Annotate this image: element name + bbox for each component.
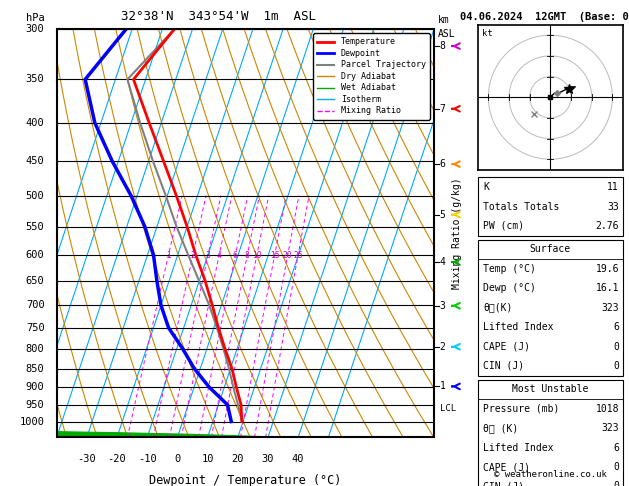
- Text: 450: 450: [26, 156, 45, 166]
- Text: Surface: Surface: [530, 244, 571, 254]
- Text: 350: 350: [26, 74, 45, 85]
- Text: θᴇ (K): θᴇ (K): [483, 423, 518, 433]
- Text: Temp (°C): Temp (°C): [483, 264, 536, 274]
- Text: 7: 7: [440, 104, 445, 114]
- Text: -30: -30: [77, 454, 96, 464]
- Text: -10: -10: [138, 454, 157, 464]
- Text: 40: 40: [292, 454, 304, 464]
- Text: CAPE (J): CAPE (J): [483, 342, 530, 351]
- Text: Most Unstable: Most Unstable: [512, 384, 589, 394]
- Text: Dewpoint / Temperature (°C): Dewpoint / Temperature (°C): [149, 474, 342, 486]
- Text: 4: 4: [440, 257, 445, 267]
- Text: 6: 6: [613, 322, 619, 332]
- Text: 11: 11: [607, 182, 619, 192]
- Text: 600: 600: [26, 250, 45, 260]
- Text: Lifted Index: Lifted Index: [483, 443, 554, 452]
- Text: km: km: [438, 15, 450, 25]
- Text: 650: 650: [26, 276, 45, 286]
- Text: 4: 4: [217, 251, 221, 260]
- Text: CIN (J): CIN (J): [483, 482, 524, 486]
- Text: -20: -20: [108, 454, 126, 464]
- Text: Dewp (°C): Dewp (°C): [483, 283, 536, 293]
- Text: 323: 323: [601, 303, 619, 312]
- Text: 700: 700: [26, 300, 45, 310]
- Text: K: K: [483, 182, 489, 192]
- Text: 2.76: 2.76: [596, 221, 619, 231]
- Text: 0: 0: [613, 482, 619, 486]
- Text: 6: 6: [613, 443, 619, 452]
- Text: 19.6: 19.6: [596, 264, 619, 274]
- Text: 30: 30: [262, 454, 274, 464]
- Text: 750: 750: [26, 323, 45, 333]
- Text: 20: 20: [283, 251, 292, 260]
- Text: 0: 0: [613, 462, 619, 472]
- Text: 1000: 1000: [19, 417, 45, 427]
- Legend: Temperature, Dewpoint, Parcel Trajectory, Dry Adiabat, Wet Adiabat, Isotherm, Mi: Temperature, Dewpoint, Parcel Trajectory…: [313, 34, 430, 120]
- Text: 32°38'N  343°54'W  1m  ASL: 32°38'N 343°54'W 1m ASL: [121, 10, 316, 23]
- Text: 15: 15: [270, 251, 279, 260]
- Text: 10: 10: [201, 454, 214, 464]
- Text: 3: 3: [440, 301, 445, 311]
- Text: 800: 800: [26, 344, 45, 354]
- Text: 25: 25: [293, 251, 303, 260]
- Text: kt: kt: [482, 29, 493, 38]
- Text: 0: 0: [613, 342, 619, 351]
- Text: Lifted Index: Lifted Index: [483, 322, 554, 332]
- Text: 500: 500: [26, 191, 45, 201]
- Text: 1018: 1018: [596, 404, 619, 414]
- Text: 300: 300: [26, 24, 45, 34]
- Text: CIN (J): CIN (J): [483, 361, 524, 371]
- Text: 8: 8: [245, 251, 250, 260]
- Text: 0: 0: [613, 361, 619, 371]
- Text: 16.1: 16.1: [596, 283, 619, 293]
- Text: 323: 323: [601, 423, 619, 433]
- Text: © weatheronline.co.uk: © weatheronline.co.uk: [494, 469, 607, 479]
- Text: Mixing Ratio (g/kg): Mixing Ratio (g/kg): [452, 177, 462, 289]
- Text: 1: 1: [440, 382, 445, 391]
- Text: θᴇ(K): θᴇ(K): [483, 303, 513, 312]
- Text: 6: 6: [233, 251, 238, 260]
- Text: 3: 3: [206, 251, 211, 260]
- Text: 8: 8: [440, 41, 445, 51]
- Text: 400: 400: [26, 118, 45, 128]
- Text: ASL: ASL: [438, 29, 455, 39]
- Text: hPa: hPa: [26, 13, 45, 23]
- Text: 900: 900: [26, 382, 45, 392]
- Text: 550: 550: [26, 222, 45, 232]
- Text: 10: 10: [252, 251, 262, 260]
- Text: 04.06.2024  12GMT  (Base: 06): 04.06.2024 12GMT (Base: 06): [460, 12, 629, 22]
- Text: 950: 950: [26, 400, 45, 410]
- Text: 0: 0: [174, 454, 181, 464]
- Text: 2: 2: [440, 342, 445, 352]
- Text: 33: 33: [607, 202, 619, 211]
- Text: PW (cm): PW (cm): [483, 221, 524, 231]
- Text: 1: 1: [166, 251, 171, 260]
- Text: 20: 20: [231, 454, 244, 464]
- Text: 850: 850: [26, 364, 45, 374]
- Text: 5: 5: [440, 209, 445, 220]
- Text: LCL: LCL: [440, 404, 456, 413]
- Text: Pressure (mb): Pressure (mb): [483, 404, 559, 414]
- Text: 6: 6: [440, 159, 445, 169]
- Text: 2: 2: [191, 251, 195, 260]
- Text: Totals Totals: Totals Totals: [483, 202, 559, 211]
- Text: CAPE (J): CAPE (J): [483, 462, 530, 472]
